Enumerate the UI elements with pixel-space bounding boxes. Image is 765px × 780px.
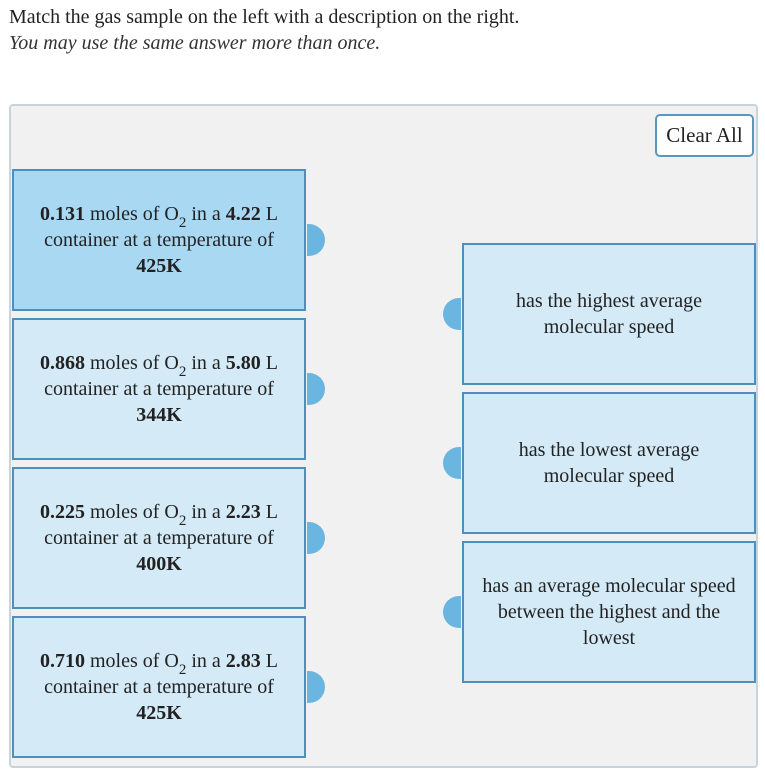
- sample-card-text: 0.225 moles of O2 in a 2.23 L container …: [39, 501, 279, 575]
- sample-moles: 0.225: [39, 501, 85, 523]
- sample-volume: 2.83: [225, 650, 261, 672]
- sample-connector-4[interactable]: [307, 671, 325, 703]
- description-label: has the lowest average molecular speed: [518, 439, 700, 487]
- sample-connector-1[interactable]: [307, 224, 325, 256]
- sample-volume: 5.80: [225, 352, 261, 374]
- instructions: Match the gas sample on the left with a …: [9, 4, 519, 56]
- sample-moles: 0.131: [39, 203, 85, 225]
- instructions-main: Match the gas sample on the left with a …: [9, 6, 520, 28]
- description-connector-lowest[interactable]: [443, 447, 461, 479]
- sample-card-text: 0.131 moles of O2 in a 4.22 L container …: [39, 203, 279, 277]
- description-card-between[interactable]: has an average molecular speed between t…: [462, 541, 756, 683]
- sample-moles: 0.710: [39, 650, 85, 672]
- clear-all-button[interactable]: Clear All: [655, 114, 754, 157]
- sample-connector-2[interactable]: [307, 373, 325, 405]
- description-card-highest[interactable]: has the highest average molecular speed: [462, 243, 756, 385]
- sample-moles: 0.868: [39, 352, 85, 374]
- sample-temperature: 425K: [136, 255, 182, 277]
- description-connector-highest[interactable]: [443, 298, 461, 330]
- sample-card-4[interactable]: 0.710 moles of O2 in a 2.83 L container …: [12, 616, 306, 758]
- sample-volume: 4.22: [225, 203, 261, 225]
- description-connector-between[interactable]: [443, 596, 461, 628]
- description-card-lowest[interactable]: has the lowest average molecular speed: [462, 392, 756, 534]
- sample-temperature: 344K: [136, 404, 182, 426]
- sample-connector-3[interactable]: [307, 522, 325, 554]
- description-label: has the highest average molecular speed: [515, 290, 703, 338]
- sample-card-2[interactable]: 0.868 moles of O2 in a 5.80 L container …: [12, 318, 306, 460]
- instructions-sub: You may use the same answer more than on…: [9, 32, 381, 54]
- description-label: has an average molecular speed between t…: [482, 575, 736, 649]
- sample-card-3[interactable]: 0.225 moles of O2 in a 2.23 L container …: [12, 467, 306, 609]
- sample-card-text: 0.710 moles of O2 in a 2.83 L container …: [39, 650, 279, 724]
- sample-volume: 2.23: [225, 501, 261, 523]
- sample-card-text: 0.868 moles of O2 in a 5.80 L container …: [39, 352, 279, 426]
- sample-card-1[interactable]: 0.131 moles of O2 in a 4.22 L container …: [12, 169, 306, 311]
- sample-temperature: 425K: [136, 702, 182, 724]
- sample-temperature: 400K: [136, 553, 182, 575]
